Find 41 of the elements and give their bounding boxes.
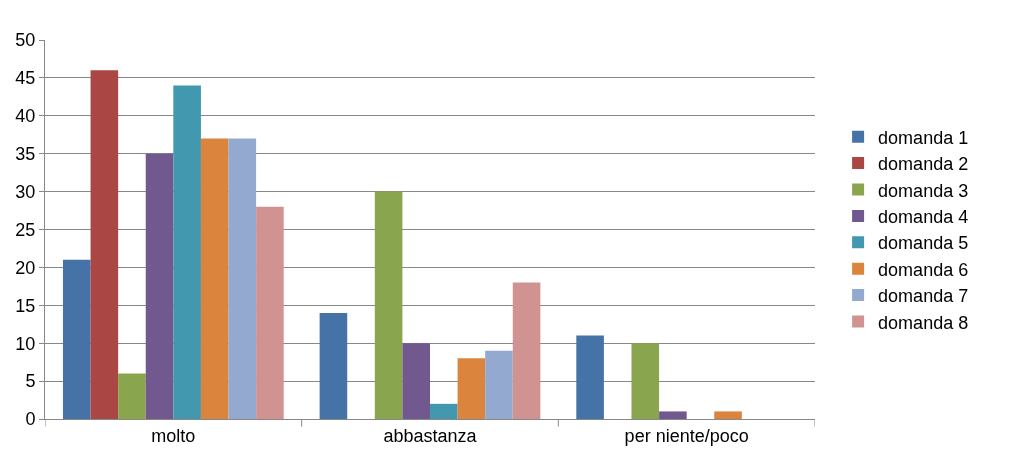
- bar: [659, 411, 687, 419]
- x-tick-label: per niente/poco: [624, 425, 749, 446]
- y-tick-label: 0: [25, 409, 36, 430]
- y-tick-label: 45: [15, 68, 36, 89]
- y-tick-label: 50: [15, 30, 36, 51]
- y-tick-label: 40: [15, 106, 36, 127]
- bar: [631, 343, 660, 419]
- x-tick-label: molto: [151, 425, 196, 446]
- legend-label: domanda 4: [878, 206, 969, 227]
- legend-label: domanda 1: [878, 127, 969, 148]
- bar: [714, 411, 742, 419]
- y-tick-label: 35: [15, 144, 36, 164]
- bar: [145, 153, 174, 419]
- x-tick-label: abbastanza: [383, 425, 478, 446]
- bar: [430, 403, 458, 419]
- bar: [457, 358, 486, 419]
- bar: [485, 350, 513, 419]
- legend-label: domanda 3: [878, 180, 969, 201]
- y-tick-label: 5: [25, 371, 36, 392]
- bar: [228, 138, 257, 419]
- bar: [173, 85, 201, 419]
- bar: [576, 335, 604, 419]
- y-tick-label: 25: [15, 219, 36, 240]
- bar: [402, 343, 430, 419]
- bar: [512, 282, 541, 419]
- bar: [118, 373, 146, 419]
- y-tick-label: 15: [15, 295, 36, 316]
- bar: [90, 70, 119, 419]
- legend-label: domanda 5: [878, 233, 969, 254]
- y-tick-label: 10: [15, 333, 36, 354]
- bar: [256, 206, 284, 419]
- bar: [62, 259, 91, 419]
- y-tick-label: 30: [15, 181, 36, 202]
- bar: [374, 191, 403, 419]
- y-tick-label: 20: [15, 257, 36, 278]
- legend-label: domanda 8: [878, 312, 969, 333]
- bar: [200, 138, 229, 419]
- bar: [319, 312, 348, 419]
- legend-label: domanda 2: [878, 154, 969, 175]
- legend-label: domanda 6: [878, 259, 969, 280]
- legend-label: domanda 7: [878, 286, 969, 307]
